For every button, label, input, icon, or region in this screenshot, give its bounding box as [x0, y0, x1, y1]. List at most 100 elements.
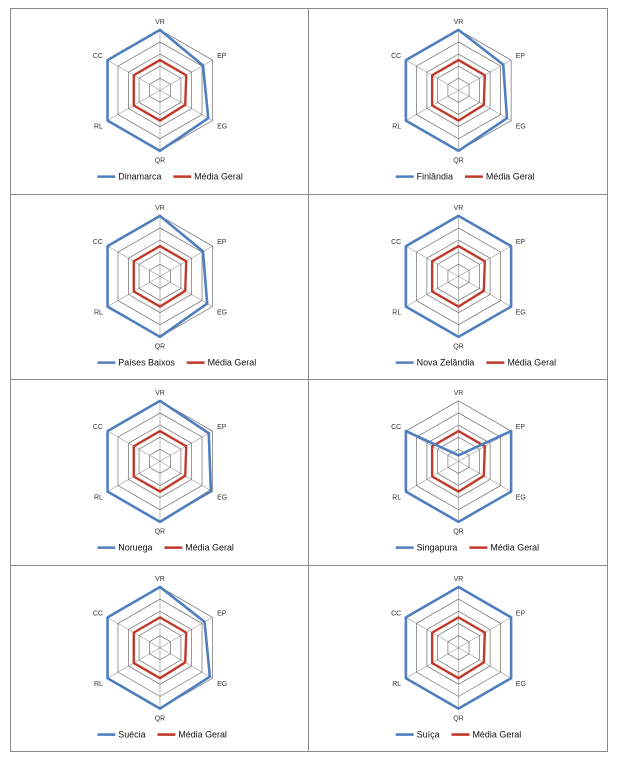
axis-label-rl: RL — [94, 309, 103, 316]
axis-label-cc: CC — [391, 239, 401, 246]
axis-label-eg: EG — [217, 681, 227, 688]
axis-spoke — [458, 90, 512, 121]
axis-spoke — [458, 275, 512, 307]
axis-label-vr: VR — [454, 575, 464, 582]
axis-label-eg: EG — [516, 309, 526, 316]
legend-country-label: Suécia — [118, 729, 145, 739]
legend-average-label: Média Geral — [490, 543, 539, 553]
axis-label-vr: VR — [454, 19, 464, 26]
axis-label-qr: QR — [453, 343, 463, 350]
series-country-line — [404, 585, 513, 710]
axis-label-ep: EP — [217, 239, 227, 246]
axis-label-rl: RL — [94, 124, 103, 131]
series-average-line — [430, 615, 487, 679]
axis-label-eg: EG — [217, 124, 227, 131]
axis-label-ep: EP — [217, 610, 227, 617]
legend-average-label: Média Geral — [507, 357, 556, 367]
radar-chart-grid: VR EP EG QR RL CC Dinamarca Média Geral VR EP EG QR… — [10, 8, 608, 752]
series-country-line — [404, 429, 513, 524]
axis-label-vr: VR — [454, 390, 464, 397]
axis-label-vr: VR — [155, 390, 165, 397]
series-average-line — [132, 244, 188, 308]
axis-label-ep: EP — [217, 424, 227, 431]
axis-label-qr: QR — [155, 158, 165, 165]
axis-spoke — [159, 647, 213, 678]
axis-label-rl: RL — [392, 681, 401, 688]
radar-chart-5: VR EP EG QR RL CC Noruega Média Geral — [11, 380, 309, 566]
legend-country-label: Singapura — [417, 543, 458, 553]
series-country-line — [106, 214, 209, 338]
axis-label-vr: VR — [155, 575, 165, 582]
legend-country-label: Suíça — [417, 729, 440, 739]
legend-average-label: Média Geral — [486, 172, 535, 182]
axis-spoke — [159, 461, 213, 492]
legend-country-label: Noruega — [118, 543, 152, 553]
legend-country-label: Países Baixos — [118, 357, 175, 367]
axis-spoke — [458, 461, 512, 492]
axis-label-cc: CC — [93, 610, 103, 617]
axis-label-ep: EP — [516, 424, 526, 431]
axis-label-cc: CC — [93, 53, 103, 60]
series-country-line — [404, 214, 513, 338]
series-average-line — [430, 429, 487, 493]
axis-label-ep: EP — [217, 53, 227, 60]
axis-label-rl: RL — [392, 309, 401, 316]
axis-label-qr: QR — [453, 158, 463, 165]
series-average-line — [132, 615, 188, 679]
radar-svg: VR EP EG QR RL CC Finlândia Média Geral — [391, 19, 535, 182]
axis-label-qr: QR — [155, 529, 165, 536]
series-average-line — [430, 244, 487, 308]
radar-svg: VR EP EG QR RL CC Noruega Média Geral — [93, 390, 234, 553]
radar-chart-7: VR EP EG QR RL CC Suécia Média Geral — [11, 565, 309, 751]
radar-svg: VR EP EG QR RL CC Países Baixos Média Geral — [93, 204, 256, 367]
axis-spoke — [159, 90, 213, 121]
axis-label-cc: CC — [93, 239, 103, 246]
radar-chart-4: VR EP EG QR RL CC Nova Zelândia Média Geral — [309, 195, 607, 380]
legend-average-label: Média Geral — [185, 543, 234, 553]
axis-label-vr: VR — [155, 19, 165, 26]
axis-label-eg: EG — [217, 309, 227, 316]
legend-country-label: Finlândia — [417, 172, 453, 182]
legend-average-label: Média Geral — [472, 729, 521, 739]
axis-label-vr: VR — [454, 204, 464, 211]
axis-label-ep: EP — [516, 610, 526, 617]
axis-label-cc: CC — [391, 53, 401, 60]
legend-average-label: Média Geral — [194, 172, 243, 182]
radar-chart-8: VR EP EG QR RL CC Suíça Média Geral — [309, 566, 607, 752]
series-average-line — [132, 58, 188, 122]
radar-chart-2: VR EP EG QR RL CC Finlândia Média Geral — [309, 9, 607, 195]
axis-label-rl: RL — [94, 681, 103, 688]
axis-label-cc: CC — [391, 610, 401, 617]
radar-svg: VR EP EG QR RL CC Singapura Média Geral — [391, 390, 539, 553]
axis-label-rl: RL — [392, 124, 401, 131]
axis-label-qr: QR — [155, 343, 165, 350]
axis-label-rl: RL — [94, 495, 103, 502]
axis-label-qr: QR — [453, 529, 463, 536]
series-average-line — [430, 58, 487, 122]
series-country-line — [106, 399, 213, 524]
radar-chart-3: VR EP EG QR RL CC Países Baixos Média Geral — [11, 194, 309, 380]
axis-label-eg: EG — [217, 495, 227, 502]
axis-spoke — [159, 275, 213, 307]
radar-chart-1: VR EP EG QR RL CC Dinamarca Média Geral — [11, 9, 309, 195]
radar-chart-6: VR EP EG QR RL CC Singapura Média Geral — [309, 380, 607, 566]
radar-svg: VR EP EG QR RL CC Suécia Média Geral — [93, 575, 227, 739]
axis-label-qr: QR — [155, 715, 165, 722]
axis-label-rl: RL — [392, 495, 401, 502]
axis-spoke — [458, 647, 512, 678]
axis-label-eg: EG — [516, 681, 526, 688]
series-average-line — [132, 429, 188, 493]
legend-country-label: Nova Zelândia — [417, 357, 475, 367]
series-country-line — [404, 28, 509, 153]
axis-label-qr: QR — [453, 715, 463, 722]
axis-label-ep: EP — [516, 53, 526, 60]
radar-svg: VR EP EG QR RL CC Nova Zelândia Média Geral — [391, 204, 556, 367]
series-country-line — [106, 28, 210, 153]
legend-country-label: Dinamarca — [118, 172, 161, 182]
legend-average-label: Média Geral — [178, 729, 227, 739]
radar-svg: VR EP EG QR RL CC Suíça Média Geral — [391, 575, 526, 739]
series-country-line — [106, 585, 212, 710]
axis-label-cc: CC — [391, 424, 401, 431]
axis-label-ep: EP — [516, 239, 526, 246]
axis-label-eg: EG — [516, 124, 526, 131]
